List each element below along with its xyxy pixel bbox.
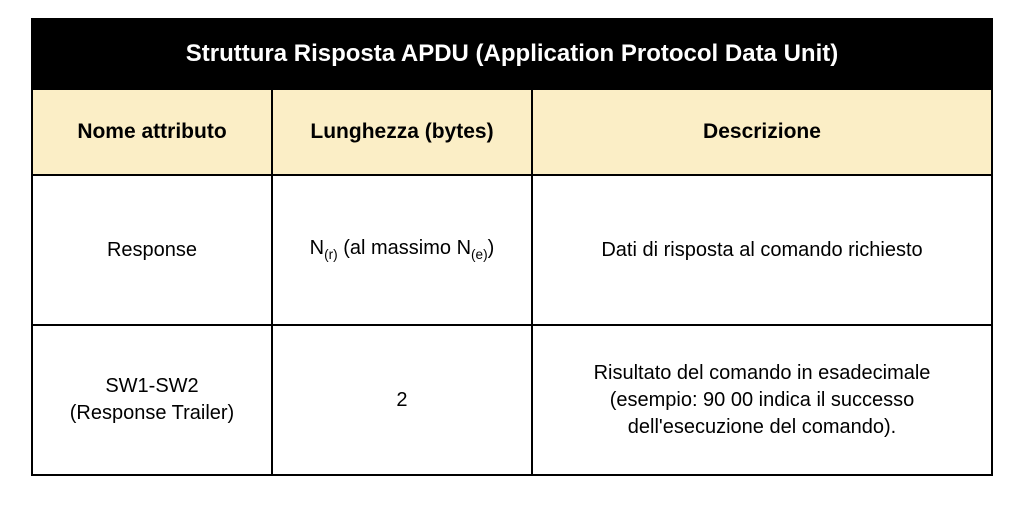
table-row: SW1-SW2 (Response Trailer) 2 Risultato d…	[32, 325, 992, 475]
table-title-row: Struttura Risposta APDU (Application Pro…	[32, 19, 992, 89]
cell-len: 2	[272, 325, 532, 475]
table-title: Struttura Risposta APDU (Application Pro…	[32, 19, 992, 89]
cell-len: N(r) (al massimo N(e))	[272, 175, 532, 325]
table-row: Response N(r) (al massimo N(e)) Dati di …	[32, 175, 992, 325]
cell-desc: Risultato del comando in esadecimale (es…	[532, 325, 992, 475]
len-sub2: (e)	[471, 247, 488, 262]
cell-attr: SW1-SW2 (Response Trailer)	[32, 325, 272, 475]
len-text: (al massimo N	[338, 237, 471, 259]
col-header-attr: Nome attributo	[32, 89, 272, 175]
table-header-row: Nome attributo Lunghezza (bytes) Descriz…	[32, 89, 992, 175]
len-text: N	[310, 237, 324, 259]
len-sub1: (r)	[324, 247, 338, 262]
attr-line2: (Response Trailer)	[70, 402, 235, 424]
apdu-response-table: Struttura Risposta APDU (Application Pro…	[31, 18, 993, 476]
col-header-len: Lunghezza (bytes)	[272, 89, 532, 175]
cell-desc: Dati di risposta al comando richiesto	[532, 175, 992, 325]
len-text: )	[488, 237, 495, 259]
col-header-desc: Descrizione	[532, 89, 992, 175]
cell-attr: Response	[32, 175, 272, 325]
attr-line1: SW1-SW2	[105, 375, 198, 397]
